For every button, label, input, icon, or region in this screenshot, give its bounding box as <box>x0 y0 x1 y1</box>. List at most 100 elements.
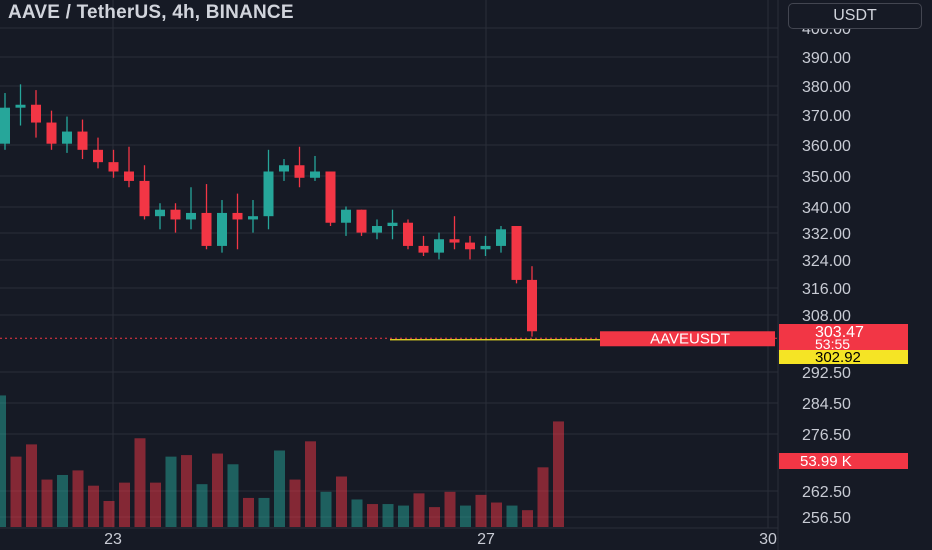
chart-title: AAVE / TetherUS, 4h, BINANCE <box>8 2 294 23</box>
volume-bar <box>258 497 270 527</box>
volume-bar <box>150 482 161 527</box>
volume-bar <box>351 499 363 527</box>
volume-bar <box>367 504 378 527</box>
volume-bar <box>429 507 440 527</box>
candle-body <box>0 107 10 144</box>
volume-bar <box>227 464 239 527</box>
price-tick-label: 390.00 <box>802 50 851 67</box>
volume-bar <box>336 476 347 527</box>
candle-body <box>480 245 491 250</box>
candles <box>0 84 537 337</box>
line-price-value: 302.92 <box>815 349 861 366</box>
volume-bar <box>289 479 301 527</box>
volume-bar <box>274 450 285 527</box>
candle-body <box>418 245 429 253</box>
candle-body <box>46 122 57 144</box>
price-tick-label: 308.00 <box>802 308 851 325</box>
volume-bar <box>26 444 37 527</box>
last-price-badge <box>779 324 908 350</box>
candle-body <box>325 171 336 223</box>
price-tick-label: 262.50 <box>802 484 851 501</box>
candle-body <box>108 162 119 172</box>
volume-bar <box>0 395 6 527</box>
volume-bar <box>382 504 394 527</box>
candle-body <box>93 149 103 163</box>
volume-bar <box>320 491 332 527</box>
volume-bars <box>0 395 564 527</box>
volume-bar <box>522 510 533 527</box>
candle-body <box>511 226 522 280</box>
volume-bar <box>10 456 22 527</box>
time-tick-label: 30 <box>759 531 777 548</box>
candle-body <box>387 222 398 227</box>
candle-body <box>294 165 305 178</box>
price-tick-label: 350.00 <box>802 169 851 186</box>
candle-body <box>356 209 367 233</box>
countdown-timer: 53:55 <box>815 336 850 352</box>
candle-body <box>403 222 413 246</box>
last-price-value: 303.47 <box>815 324 864 341</box>
volume-bar <box>119 482 130 527</box>
candle-body <box>496 229 506 246</box>
volume-bar <box>305 441 316 527</box>
candle-body <box>372 226 382 233</box>
time-tick-label: 27 <box>477 531 495 548</box>
symbol-tag-label: AAVEUSDT <box>650 330 730 347</box>
price-tick-label: 256.50 <box>802 510 851 527</box>
candle-body <box>77 131 88 150</box>
volume-bar <box>475 494 487 527</box>
line-price-badge <box>779 350 908 364</box>
volume-bar <box>413 493 425 527</box>
volume-bar <box>134 438 146 527</box>
currency-button[interactable]: USDT <box>788 3 922 29</box>
volume-bar <box>181 455 192 527</box>
price-tick-label: 284.50 <box>802 396 851 413</box>
price-tick-label: 380.00 <box>802 79 851 96</box>
volume-badge <box>779 453 908 469</box>
candle-body <box>217 212 227 246</box>
candle-body <box>155 209 165 217</box>
candle-body <box>232 212 243 220</box>
time-tick-label: 23 <box>104 531 122 548</box>
candle-body <box>201 212 212 246</box>
price-tick-label: 360.00 <box>802 138 851 155</box>
price-tick-label: 276.50 <box>802 427 851 444</box>
price-tick-label: 340.00 <box>802 200 851 217</box>
price-axis[interactable]: 400.00390.00380.00370.00360.00350.00340.… <box>802 21 851 527</box>
volume-bar <box>537 467 549 527</box>
candle-body <box>31 104 41 123</box>
volume-bar <box>398 505 409 527</box>
candle-body <box>139 180 150 217</box>
candle-body <box>170 209 181 220</box>
candle-body <box>449 239 460 243</box>
candle-body <box>310 171 320 178</box>
candle-body <box>465 242 475 250</box>
volume-bar <box>88 485 99 527</box>
candle-body <box>248 216 258 220</box>
candle-body <box>124 171 134 181</box>
volume-bar <box>72 470 84 527</box>
candle-body <box>62 131 72 144</box>
volume-bar <box>553 421 564 527</box>
symbol-tag <box>600 331 775 347</box>
time-axis[interactable]: 23 27 30 <box>104 531 777 548</box>
volume-bar <box>196 484 208 527</box>
candle-body <box>434 239 444 253</box>
candle-body <box>527 279 537 332</box>
price-tick-label: 332.00 <box>802 226 851 243</box>
price-tick-label: 316.00 <box>802 281 851 298</box>
volume-bar <box>444 491 456 527</box>
volume-bar <box>41 479 53 527</box>
volume-bar <box>103 500 115 527</box>
volume-badge-label: 53.99 K <box>800 453 852 470</box>
volume-bar <box>57 474 68 527</box>
candle-body <box>279 165 289 172</box>
candle-body <box>186 212 196 220</box>
candle-body <box>15 104 26 108</box>
volume-bar <box>491 502 502 527</box>
grid <box>0 0 779 550</box>
volume-bar <box>165 456 177 527</box>
